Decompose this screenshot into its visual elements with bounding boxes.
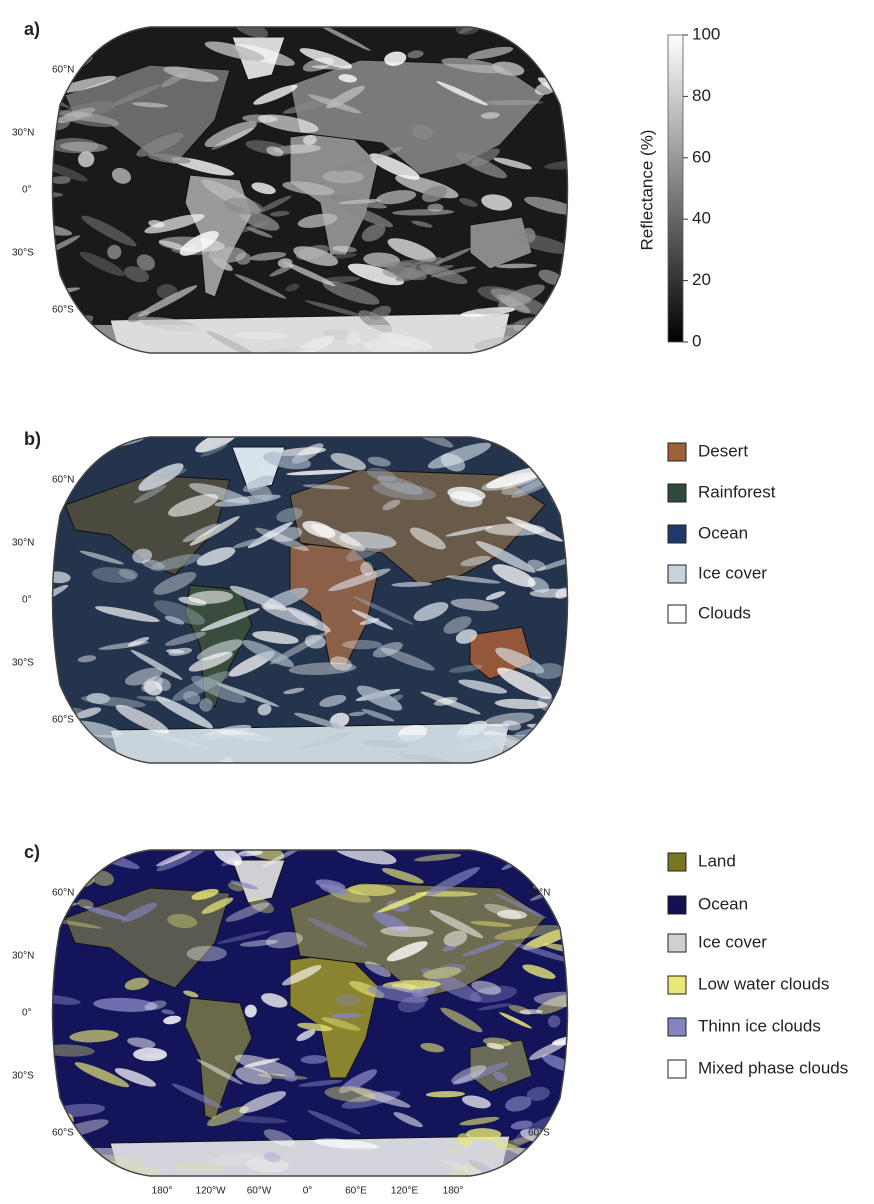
lat-label: 30°S xyxy=(12,1071,34,1082)
colorbar-tick-label: 80 xyxy=(692,86,711,105)
colorbar-tick-label: 20 xyxy=(692,270,711,289)
map-body xyxy=(20,420,597,774)
legend-swatch xyxy=(668,934,686,952)
colorbar-tick-label: 40 xyxy=(692,209,711,228)
colorbar-tick-label: 60 xyxy=(692,147,711,166)
legend-swatch xyxy=(668,565,686,583)
lat-label: 30°S xyxy=(12,658,34,669)
cloud xyxy=(35,1159,57,1176)
legend-swatch xyxy=(668,605,686,623)
cloud xyxy=(556,25,589,50)
legend-label: Ocean xyxy=(698,894,748,913)
cloud xyxy=(53,45,68,58)
cloud xyxy=(537,748,566,764)
lon-label: 180° xyxy=(152,1186,173,1197)
legend-label: Thinn ice clouds xyxy=(698,1016,821,1035)
lat-label: 60°S xyxy=(52,715,74,726)
legend-label: Desert xyxy=(698,441,748,460)
cloud xyxy=(24,314,87,338)
lat-label: 30°N xyxy=(12,538,34,549)
legend-swatch xyxy=(668,896,686,914)
polar-band xyxy=(40,1148,580,1178)
lat-label: 60°S xyxy=(52,1128,74,1139)
colorbar xyxy=(668,35,683,342)
lat-label-right: 60°S xyxy=(528,1128,550,1139)
cloud xyxy=(522,837,579,869)
panel-label: a) xyxy=(24,19,40,39)
legend-label: Rainforest xyxy=(698,482,776,501)
cloud xyxy=(536,728,567,735)
map xyxy=(34,837,601,1186)
cloud xyxy=(546,1167,559,1172)
lat-label-right: 60°N xyxy=(528,888,550,899)
colorbar-label: Reflectance (%) xyxy=(637,130,656,251)
lon-label: 120°E xyxy=(391,1186,419,1197)
map xyxy=(20,420,597,774)
cloud xyxy=(513,1151,581,1177)
lat-label: 30°N xyxy=(12,128,34,139)
legend-label: Ice cover xyxy=(698,932,767,951)
legend-swatch xyxy=(668,484,686,502)
cloud xyxy=(483,432,523,441)
lat-label: 0° xyxy=(22,1008,32,1019)
cloud xyxy=(50,28,98,52)
cloud xyxy=(62,436,83,444)
lat-label: 60°N xyxy=(52,65,74,76)
legend-swatch xyxy=(668,1060,686,1078)
legend-label: Ice cover xyxy=(698,563,767,582)
panel-label: c) xyxy=(24,842,40,862)
lon-label: 0° xyxy=(303,1186,313,1197)
legend-label: Ocean xyxy=(698,523,748,542)
lat-label: 60°N xyxy=(52,475,74,486)
cloud xyxy=(516,20,550,31)
cloud xyxy=(513,341,563,367)
cloud xyxy=(74,1165,117,1185)
cloud xyxy=(559,702,578,716)
panel-label: b) xyxy=(24,429,41,449)
legend-label: Land xyxy=(698,851,736,870)
lat-label: 60°S xyxy=(52,305,74,316)
legend-swatch xyxy=(668,443,686,461)
lat-label: 60°N xyxy=(52,888,74,899)
cloud xyxy=(36,937,57,949)
cloud xyxy=(516,843,561,855)
legend-label: Clouds xyxy=(698,603,751,622)
cloud xyxy=(549,841,592,867)
cloud xyxy=(40,1152,58,1162)
legend-label: Mixed phase clouds xyxy=(698,1058,848,1077)
legend-swatch xyxy=(668,976,686,994)
legend-swatch xyxy=(668,1018,686,1036)
colorbar-tick-label: 100 xyxy=(692,24,720,43)
lon-label: 60°E xyxy=(345,1186,367,1197)
map-body xyxy=(15,14,600,367)
lat-label: 0° xyxy=(22,595,32,606)
polar-band xyxy=(40,325,580,355)
lon-label: 120°W xyxy=(195,1186,226,1197)
cloud xyxy=(526,722,584,736)
lon-label: 180° xyxy=(443,1186,464,1197)
lat-label: 30°S xyxy=(12,248,34,259)
lon-label: 60°W xyxy=(247,1186,272,1197)
figure: a) 60°N 30°N 0° 30°S 60°S 0 20 40 60 80 100 Reflecta… xyxy=(0,0,874,1199)
polar-band xyxy=(40,735,580,765)
cloud xyxy=(79,444,102,457)
legend-label: Low water clouds xyxy=(698,974,829,993)
cloud xyxy=(33,322,57,336)
lat-label: 30°N xyxy=(12,951,34,962)
legend-swatch xyxy=(668,525,686,543)
legend-swatch xyxy=(668,853,686,871)
map xyxy=(15,14,600,367)
cloud xyxy=(518,859,557,868)
cloud xyxy=(38,695,63,709)
colorbar-tick-label: 0 xyxy=(692,331,701,350)
cloud xyxy=(46,311,96,345)
lat-label: 0° xyxy=(22,185,32,196)
map-body xyxy=(34,837,601,1186)
